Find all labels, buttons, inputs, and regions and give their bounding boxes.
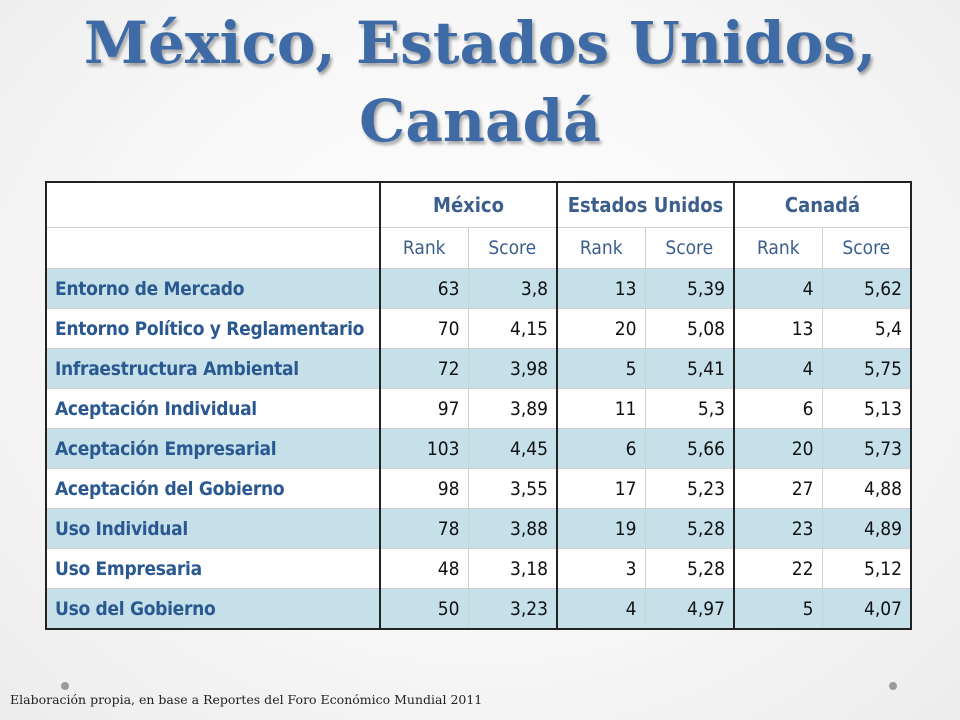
score-cell: 3,89 [467,388,559,429]
score-cell: 5,75 [821,348,912,389]
rank-cell: 5 [733,588,823,630]
country-header: México [379,181,559,228]
corner-cell [45,227,381,269]
score-cell: 5,41 [644,348,736,389]
metric-header: Rank [733,227,823,269]
score-cell: 5,12 [821,548,912,589]
metric-header: Score [467,227,559,269]
metric-header: Score [821,227,912,269]
table-row: Infraestructura Ambiental 72 3,98 5 5,41 4 5,7… [45,348,912,389]
rank-cell: 98 [379,468,469,509]
rank-cell: 3 [556,548,646,589]
metric-header: Score [644,227,736,269]
score-cell: 5,28 [644,548,736,589]
score-cell: 3,55 [467,468,559,509]
row-label: Uso Individual [45,508,381,549]
rank-cell: 6 [733,388,823,429]
score-cell: 3,98 [467,348,559,389]
metric-header: Rank [556,227,646,269]
row-label: Infraestructura Ambiental [45,348,381,389]
score-cell: 4,97 [644,588,736,630]
score-cell: 5,73 [821,428,912,469]
score-cell: 3,88 [467,508,559,549]
table-row: Aceptación Empresarial 103 4,45 6 5,66 20 5,73 [45,428,912,469]
table-row: Entorno Político y Reglamentario 70 4,15 20… [45,308,912,349]
score-cell: 4,07 [821,588,912,630]
source-note: Elaboración propia, en base a Reportes d… [10,692,483,707]
score-cell: 5,66 [644,428,736,469]
rank-cell: 70 [379,308,469,349]
table-row: Entorno de Mercado 63 3,8 13 5,39 4 5,62 [45,268,912,309]
title-line-2: Canadá [359,87,601,155]
row-label: Uso del Gobierno [45,588,381,630]
score-cell: 5,08 [644,308,736,349]
score-cell: 5,13 [821,388,912,429]
score-cell: 4,89 [821,508,912,549]
row-label: Aceptación del Gobierno [45,468,381,509]
row-label: Entorno de Mercado [45,268,381,309]
rank-cell: 6 [556,428,646,469]
row-label: Entorno Político y Reglamentario [45,308,381,349]
title-line-1: México, Estados Unidos, [83,9,877,77]
decorative-dot [889,682,897,690]
rank-cell: 11 [556,388,646,429]
rank-cell: 72 [379,348,469,389]
table-row: Uso del Gobierno 50 3,23 4 4,97 5 4,07 [45,588,912,630]
country-header: Canadá [733,181,912,228]
country-header-row: México Estados Unidos Canadá [45,181,912,228]
comparison-table: México Estados Unidos Canadá Rank Score … [45,181,913,630]
rank-cell: 50 [379,588,469,630]
page-title: México, Estados Unidos, Canadá [0,4,960,160]
rank-cell: 48 [379,548,469,589]
rank-cell: 20 [556,308,646,349]
country-header: Estados Unidos [556,181,736,228]
score-cell: 5,23 [644,468,736,509]
rank-cell: 13 [556,268,646,309]
row-label: Uso Empresaria [45,548,381,589]
rank-cell: 19 [556,508,646,549]
score-cell: 3,23 [467,588,559,630]
rank-cell: 23 [733,508,823,549]
corner-cell [45,181,381,228]
score-cell: 5,62 [821,268,912,309]
rank-cell: 78 [379,508,469,549]
score-cell: 3,18 [467,548,559,589]
metric-header-row: Rank Score Rank Score Rank Score [45,227,912,269]
table-row: Uso Individual 78 3,88 19 5,28 23 4,89 [45,508,912,549]
table-row: Uso Empresaria 48 3,18 3 5,28 22 5,12 [45,548,912,589]
table-row: Aceptación del Gobierno 98 3,55 17 5,23 27 4,8… [45,468,912,509]
rank-cell: 97 [379,388,469,429]
score-cell: 3,8 [467,268,559,309]
data-table-container: México Estados Unidos Canadá Rank Score … [45,181,913,630]
rank-cell: 13 [733,308,823,349]
score-cell: 5,28 [644,508,736,549]
rank-cell: 4 [556,588,646,630]
score-cell: 5,3 [644,388,736,429]
row-label: Aceptación Empresarial [45,428,381,469]
table-body: Entorno de Mercado 63 3,8 13 5,39 4 5,62 Entorn… [45,268,912,630]
score-cell: 4,15 [467,308,559,349]
score-cell: 5,39 [644,268,736,309]
table-row: Aceptación Individual 97 3,89 11 5,3 6 5,13 [45,388,912,429]
rank-cell: 103 [379,428,469,469]
rank-cell: 22 [733,548,823,589]
decorative-dot [61,682,69,690]
metric-header: Rank [379,227,469,269]
row-label: Aceptación Individual [45,388,381,429]
rank-cell: 4 [733,348,823,389]
rank-cell: 63 [379,268,469,309]
rank-cell: 4 [733,268,823,309]
rank-cell: 5 [556,348,646,389]
score-cell: 4,88 [821,468,912,509]
score-cell: 5,4 [821,308,912,349]
rank-cell: 17 [556,468,646,509]
rank-cell: 20 [733,428,823,469]
rank-cell: 27 [733,468,823,509]
score-cell: 4,45 [467,428,559,469]
